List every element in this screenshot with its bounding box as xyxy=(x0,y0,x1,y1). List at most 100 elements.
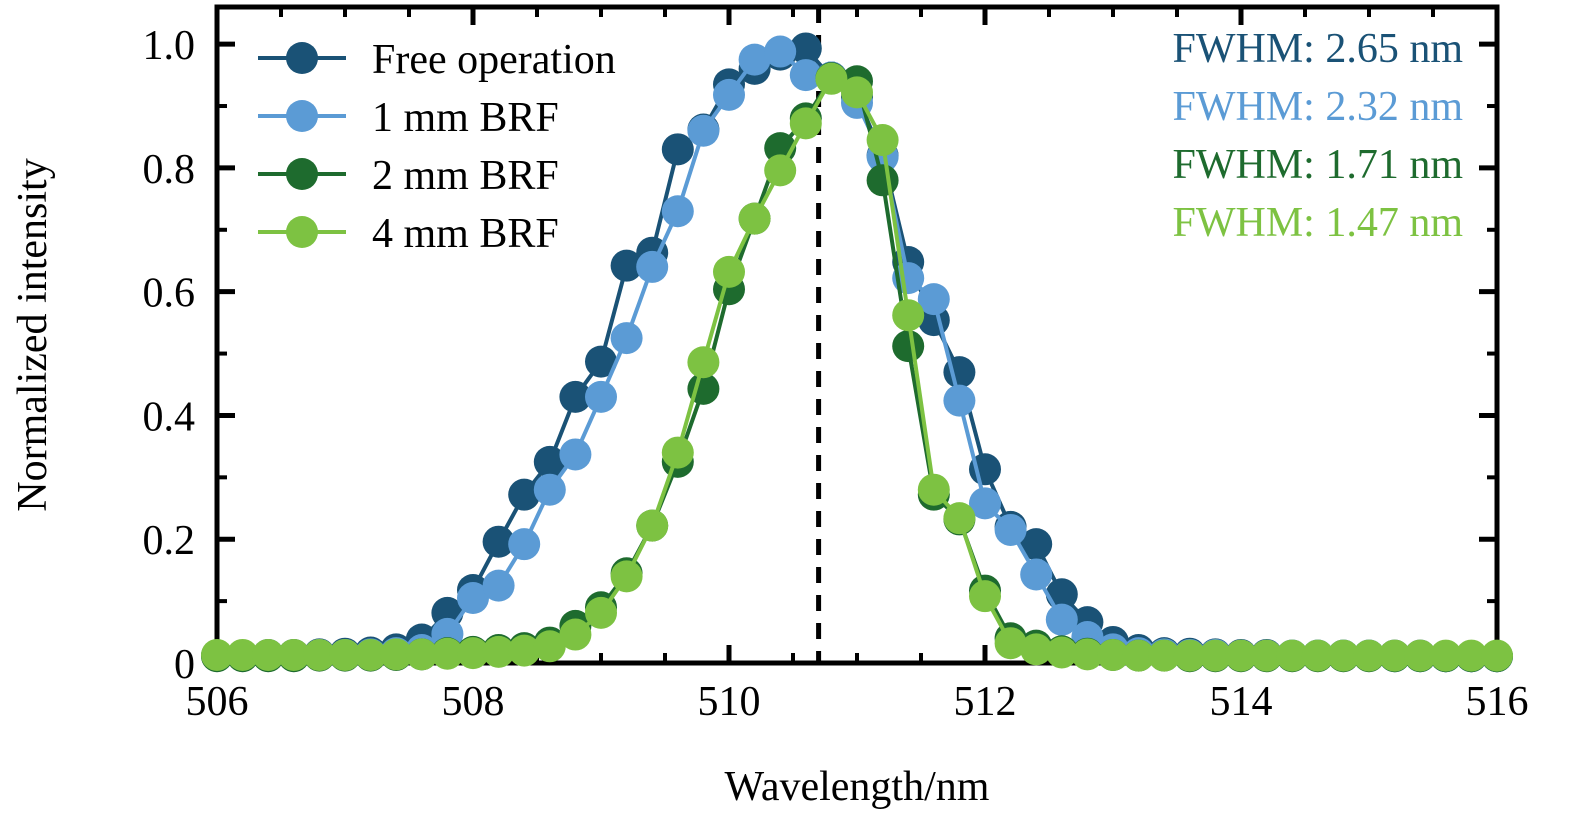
data-point xyxy=(764,35,797,68)
data-point xyxy=(713,78,745,111)
data-point xyxy=(610,322,643,355)
data-point xyxy=(1071,638,1104,671)
y-axis-tick-labels: 0 0.2 0.4 0.6 0.8 1.0 xyxy=(143,23,196,688)
legend-item-4[interactable]: 4 mm BRF xyxy=(258,211,559,257)
x-tick-label: 508 xyxy=(442,679,505,725)
data-point xyxy=(533,630,566,663)
data-point xyxy=(661,195,694,228)
data-point xyxy=(1045,636,1078,669)
x-tick-label: 512 xyxy=(954,679,1017,725)
data-point xyxy=(380,638,413,671)
data-point xyxy=(1429,639,1462,672)
data-point xyxy=(687,114,720,147)
data-point xyxy=(713,255,745,288)
data-point xyxy=(1020,558,1053,591)
data-point xyxy=(303,638,336,671)
legend-item-2[interactable]: 1 mm BRF xyxy=(258,95,559,141)
legend-label: Free operation xyxy=(372,37,616,83)
data-point xyxy=(226,638,259,671)
data-point xyxy=(1378,639,1411,672)
data-point xyxy=(994,627,1027,660)
data-point xyxy=(1276,639,1309,672)
data-point xyxy=(1122,639,1155,672)
legend-item-1[interactable]: Free operation xyxy=(258,37,616,83)
data-point xyxy=(559,618,592,651)
legend: Free operation 1 mm BRF 2 mm BRF 4 mm BRF xyxy=(258,37,616,257)
data-point xyxy=(585,596,617,629)
data-point xyxy=(533,445,566,478)
data-point xyxy=(559,438,592,471)
data-point xyxy=(841,76,873,109)
data-point xyxy=(969,487,1001,520)
data-point xyxy=(585,380,617,413)
y-tick-label: 1.0 xyxy=(143,23,196,69)
data-point xyxy=(329,638,361,671)
data-point xyxy=(482,635,515,668)
data-point xyxy=(687,346,720,379)
legend-marker-icon xyxy=(286,42,318,74)
x-tick-label: 514 xyxy=(1210,679,1273,725)
y-tick-label: 0 xyxy=(174,642,195,688)
data-point xyxy=(1225,639,1257,672)
data-series-group xyxy=(201,32,1513,673)
legend-marker-icon xyxy=(286,100,318,132)
data-point xyxy=(457,637,489,670)
x-axis-tick-labels: 506 508 510 512 514 516 xyxy=(186,679,1529,725)
data-point xyxy=(943,384,976,417)
data-point xyxy=(1404,639,1437,672)
legend-marker-icon xyxy=(286,158,318,190)
data-point xyxy=(636,250,669,283)
data-point xyxy=(892,330,925,363)
data-point xyxy=(252,638,285,671)
data-point xyxy=(789,59,822,92)
data-point xyxy=(789,32,822,65)
y-tick-label: 0.4 xyxy=(143,394,196,440)
data-point xyxy=(1199,639,1232,672)
data-point xyxy=(636,509,669,542)
x-tick-label: 506 xyxy=(186,679,249,725)
data-point xyxy=(1173,639,1206,672)
data-point xyxy=(917,473,950,506)
data-point xyxy=(201,638,233,671)
data-point xyxy=(892,299,925,332)
data-point xyxy=(661,436,694,469)
data-point xyxy=(431,637,464,670)
data-point xyxy=(405,638,438,671)
legend-item-3[interactable]: 2 mm BRF xyxy=(258,153,559,199)
x-tick-label: 516 xyxy=(1466,679,1529,725)
data-point xyxy=(482,525,515,558)
data-point xyxy=(866,124,899,157)
data-point xyxy=(738,202,771,235)
data-point xyxy=(1353,639,1385,672)
data-point xyxy=(661,133,694,166)
data-point xyxy=(277,638,310,671)
data-point xyxy=(354,638,387,671)
fwhm-annotation-2: FWHM: 2.32 nm xyxy=(1172,84,1463,130)
data-point xyxy=(1481,639,1513,672)
fwhm-annotation-1: FWHM: 2.65 nm xyxy=(1172,26,1463,72)
fwhm-annotation-4: FWHM: 1.47 nm xyxy=(1172,200,1463,246)
data-point xyxy=(815,62,848,95)
data-point xyxy=(610,249,643,282)
data-point xyxy=(1148,639,1181,672)
data-point xyxy=(1250,639,1283,672)
legend-label: 1 mm BRF xyxy=(372,95,559,141)
series-4 xyxy=(201,62,1513,672)
data-point xyxy=(738,43,771,76)
fwhm-annotations: FWHM: 2.65 nm FWHM: 2.32 nm FWHM: 1.71 nm F… xyxy=(1172,26,1463,246)
data-point xyxy=(1020,633,1053,666)
data-point xyxy=(1301,639,1334,672)
data-point xyxy=(482,569,515,602)
data-point xyxy=(559,380,592,413)
data-point xyxy=(866,164,899,197)
y-tick-label: 0.6 xyxy=(143,271,196,317)
data-point xyxy=(508,528,541,561)
y-tick-label: 0.2 xyxy=(143,518,196,564)
data-point xyxy=(508,634,541,667)
x-axis-title: Wavelength/nm xyxy=(725,764,990,810)
data-point xyxy=(508,478,541,511)
data-point xyxy=(533,473,566,506)
data-point xyxy=(764,154,797,187)
